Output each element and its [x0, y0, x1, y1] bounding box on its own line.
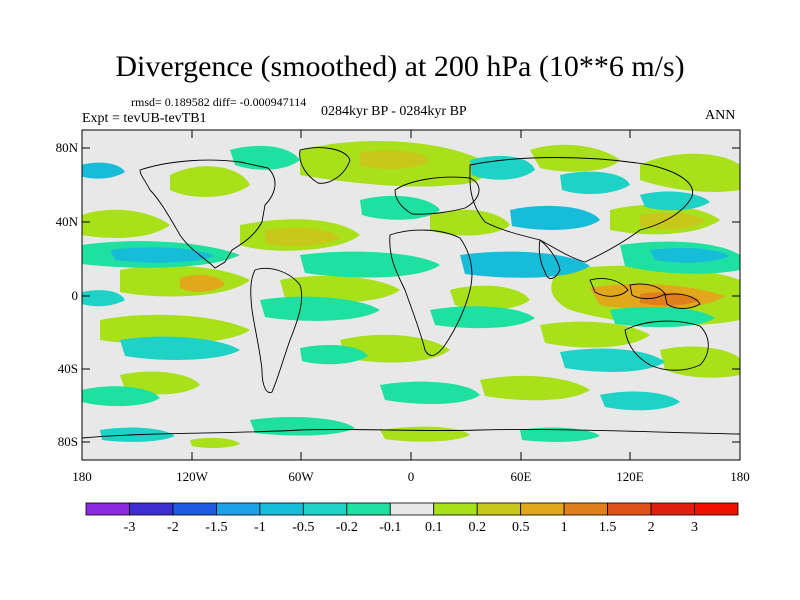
positive-patch: [120, 371, 200, 395]
colorbar-box: [346, 502, 391, 516]
lon-label: 60E: [510, 469, 532, 484]
lon-label: 180: [730, 469, 750, 484]
coastlines: [82, 147, 740, 439]
positive-patch: [480, 375, 590, 401]
colorbar-label: -0.2: [335, 520, 358, 535]
negative-patch: [110, 247, 215, 263]
colorbar-box: [129, 502, 174, 516]
south-america-coast: [250, 267, 303, 393]
colorbar-box: [302, 502, 348, 516]
colorbar-box: [694, 502, 739, 516]
north-america-coast: [139, 159, 276, 269]
colorbar-box: [520, 502, 565, 516]
lon-label: 120W: [176, 469, 208, 484]
colorbar-box: [563, 502, 609, 516]
colorbar-box: [215, 502, 261, 516]
lon-label: 120E: [616, 469, 644, 484]
colorbar-label: -3: [123, 520, 136, 535]
greenland-coast: [299, 147, 351, 184]
negative-patch: [430, 306, 535, 329]
negative-patch: [650, 248, 730, 263]
colorbar-label: 0.5: [511, 520, 530, 535]
negative-patch: [510, 205, 600, 230]
positive-patch: [540, 321, 650, 348]
colorbar-label: -0.5: [292, 520, 315, 535]
lon-label: 60W: [288, 469, 314, 484]
negative-patch: [300, 251, 440, 278]
colorbar-label: 0.1: [424, 520, 443, 535]
colorbar: [85, 502, 739, 516]
colorbar-label: -0.1: [379, 520, 402, 535]
negative-patch: [82, 162, 125, 179]
map-title: Divergence (smoothed) at 200 hPa (10**6 …: [115, 50, 685, 83]
colorbar-box: [607, 502, 652, 516]
negative-patch: [600, 391, 680, 411]
colorbar-box: [389, 502, 435, 516]
positive-patch: [180, 274, 225, 292]
lat-label: 80S: [57, 434, 78, 449]
positive-patch: [100, 314, 250, 345]
divergence-field: [82, 140, 740, 449]
colorbar-box: [433, 502, 478, 516]
positive-patch: [530, 144, 620, 172]
antarctica-coast: [82, 428, 740, 439]
negative-patch: [560, 171, 630, 195]
asia-coast: [469, 157, 693, 263]
positive-patch: [360, 150, 430, 170]
negative-patch: [610, 306, 715, 328]
negative-patch: [520, 427, 600, 442]
positive-patch: [640, 292, 700, 306]
positive-patch: [82, 209, 170, 238]
negative-patch: [640, 191, 710, 211]
colorbar-label: 3: [691, 520, 698, 535]
colorbar-label: 0.2: [468, 520, 486, 535]
lat-label: 40N: [55, 214, 78, 229]
colorbar-label: 1.5: [598, 520, 617, 535]
positive-patch: [430, 209, 510, 236]
colorbar-label: 1: [560, 520, 568, 535]
colorbar-label: -1: [254, 520, 266, 535]
positive-patch: [265, 227, 340, 246]
lat-label: 80N: [55, 140, 78, 155]
colorbar-box: [650, 502, 695, 516]
africa-coast: [389, 229, 473, 356]
positive-patch: [190, 437, 240, 449]
positive-patch: [640, 153, 740, 192]
maritime-continent-coast: [589, 278, 701, 309]
colorbar-label: 2: [647, 520, 655, 535]
map-ticks: [82, 130, 740, 460]
europe-coast: [394, 176, 480, 215]
colorbar-label: -2: [167, 520, 179, 535]
negative-patch: [260, 296, 380, 321]
negative-patch: [380, 381, 480, 405]
colorbar-box: [259, 502, 304, 516]
india-coast: [538, 239, 561, 279]
negative-patch: [460, 251, 590, 278]
colorbar-label: -1.5: [205, 520, 228, 535]
negative-patch: [82, 290, 125, 307]
positive-patch: [170, 166, 250, 197]
lat-label: 40S: [57, 361, 78, 376]
experiment-text: Expt = tevUB-tevTB1: [82, 111, 207, 126]
colorbar-box: [476, 502, 522, 516]
australia-coast: [624, 320, 709, 371]
colorbar-box: [172, 502, 217, 516]
negative-patch: [120, 336, 240, 360]
lon-label: 0: [407, 469, 415, 484]
period-text: 0284kyr BP - 0284kyr BP: [321, 104, 467, 119]
negative-patch: [560, 348, 665, 372]
lat-label: 0: [71, 288, 79, 303]
lon-label: 180: [72, 469, 92, 484]
stats-text: rmsd= 0.189582 diff= -0.000947114: [131, 95, 307, 109]
positive-patch: [280, 275, 400, 303]
negative-patch: [82, 386, 160, 407]
negative-patch: [300, 344, 368, 365]
season-text: ANN: [705, 108, 736, 123]
colorbar-box: [85, 502, 130, 516]
